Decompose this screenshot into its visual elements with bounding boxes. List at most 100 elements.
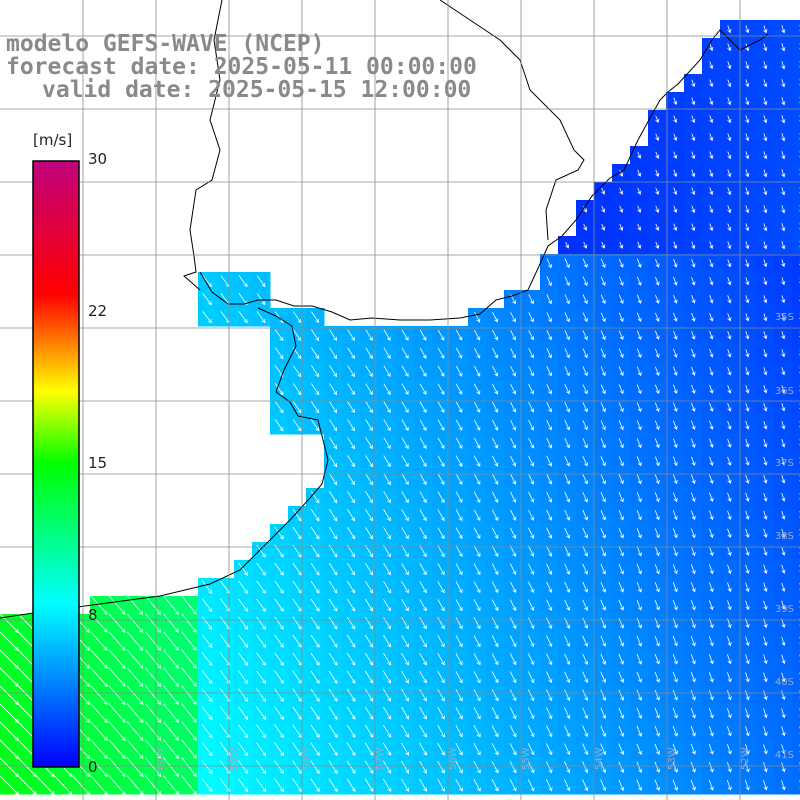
wind-vector bbox=[473, 725, 481, 738]
wind-vector bbox=[256, 293, 266, 306]
wind-vector bbox=[618, 779, 625, 792]
wind-vector bbox=[673, 115, 678, 124]
wind-vector bbox=[256, 562, 266, 576]
wind-vector bbox=[346, 670, 356, 684]
wind-vector bbox=[745, 672, 750, 683]
wind-vector bbox=[383, 706, 392, 720]
wind-vector bbox=[763, 762, 768, 773]
wind-vector bbox=[310, 742, 320, 756]
wind-vector bbox=[763, 672, 768, 683]
border-brazil bbox=[439, 0, 585, 241]
wind-vector bbox=[492, 329, 499, 341]
wind-vector bbox=[763, 313, 768, 322]
wind-vector bbox=[437, 635, 445, 648]
wind-vector bbox=[582, 330, 588, 341]
wind-vector bbox=[745, 259, 750, 268]
wind-vector bbox=[582, 312, 588, 323]
wind-vector bbox=[763, 385, 768, 394]
wind-vector bbox=[383, 455, 391, 468]
lat-label: 38S bbox=[774, 531, 794, 542]
wind-vector bbox=[419, 455, 427, 468]
wind-vector bbox=[419, 383, 427, 395]
wind-vector bbox=[528, 401, 535, 413]
wind-vector bbox=[383, 509, 391, 522]
wind-vector bbox=[564, 527, 571, 539]
wind-vector bbox=[510, 383, 517, 395]
wind-vector bbox=[745, 636, 750, 647]
wind-vector bbox=[781, 313, 786, 322]
wind-vector bbox=[601, 223, 606, 231]
wind-vector bbox=[528, 563, 535, 575]
wind-vector bbox=[364, 652, 374, 666]
wind-vector bbox=[745, 474, 750, 484]
wind-vector bbox=[672, 636, 678, 647]
wind-vector bbox=[126, 613, 144, 633]
wind-vector bbox=[582, 276, 588, 287]
wind-vector bbox=[455, 653, 463, 666]
wind-speed-cell bbox=[792, 218, 800, 237]
wind-vector bbox=[781, 169, 786, 178]
wind-vector bbox=[126, 739, 144, 759]
wind-speed-cell bbox=[792, 290, 800, 309]
wind-vector bbox=[709, 438, 714, 448]
wind-vector bbox=[582, 420, 588, 431]
wind-vector bbox=[145, 631, 162, 651]
wind-vector bbox=[781, 331, 786, 340]
wind-vector bbox=[145, 613, 162, 633]
wind-vector bbox=[108, 649, 126, 669]
wind-vector bbox=[401, 383, 409, 395]
wind-vector bbox=[727, 61, 732, 70]
wind-vector bbox=[310, 670, 320, 684]
wind-vector bbox=[527, 707, 535, 720]
wind-vector bbox=[763, 403, 768, 412]
wind-vector bbox=[419, 670, 427, 684]
wind-vector bbox=[310, 598, 320, 612]
wind-vector bbox=[727, 151, 732, 160]
wind-vector bbox=[220, 598, 231, 612]
wind-vector bbox=[600, 330, 606, 341]
wind-vector bbox=[126, 649, 144, 669]
lon-label: 56W bbox=[448, 747, 459, 770]
wind-vector bbox=[256, 616, 266, 630]
wind-vector bbox=[673, 384, 678, 394]
wind-vector bbox=[201, 706, 213, 721]
wind-vector bbox=[763, 510, 768, 520]
wind-vector bbox=[781, 654, 786, 665]
wind-vector bbox=[654, 492, 660, 503]
wind-vector bbox=[691, 312, 696, 322]
wind-vector bbox=[781, 259, 786, 268]
wind-vector bbox=[329, 419, 338, 432]
wind-vector bbox=[600, 456, 606, 467]
wind-vector bbox=[126, 757, 144, 778]
wind-vector bbox=[510, 509, 517, 521]
wind-vector bbox=[763, 97, 768, 106]
wind-vector bbox=[365, 347, 373, 359]
wind-vector bbox=[274, 562, 284, 576]
wind-vector bbox=[491, 671, 499, 684]
wind-vector bbox=[328, 598, 338, 612]
wind-vector bbox=[781, 582, 786, 592]
wind-vector bbox=[564, 743, 571, 756]
wind-speed-cell bbox=[792, 578, 800, 597]
wind-vector bbox=[311, 311, 320, 324]
wind-vector bbox=[365, 509, 373, 522]
wind-vector bbox=[437, 581, 445, 594]
wind-vector bbox=[346, 742, 356, 756]
wind-vector bbox=[274, 760, 284, 775]
wind-vector bbox=[473, 509, 481, 522]
wind-speed-cell bbox=[792, 56, 800, 75]
wind-vector bbox=[655, 294, 660, 304]
wind-vector bbox=[473, 742, 481, 756]
wind-vector bbox=[745, 79, 750, 88]
coastline-argentina bbox=[0, 307, 329, 619]
wind-vector bbox=[673, 187, 678, 196]
wind-vector bbox=[691, 259, 696, 268]
wind-vector bbox=[256, 724, 267, 739]
wind-vector bbox=[274, 401, 284, 414]
wind-vector bbox=[527, 779, 535, 792]
wind-vector bbox=[636, 438, 642, 449]
wind-speed-cell bbox=[792, 74, 800, 93]
wind-vector bbox=[219, 760, 231, 775]
wind-vector bbox=[346, 598, 356, 612]
wind-vector bbox=[655, 258, 660, 268]
